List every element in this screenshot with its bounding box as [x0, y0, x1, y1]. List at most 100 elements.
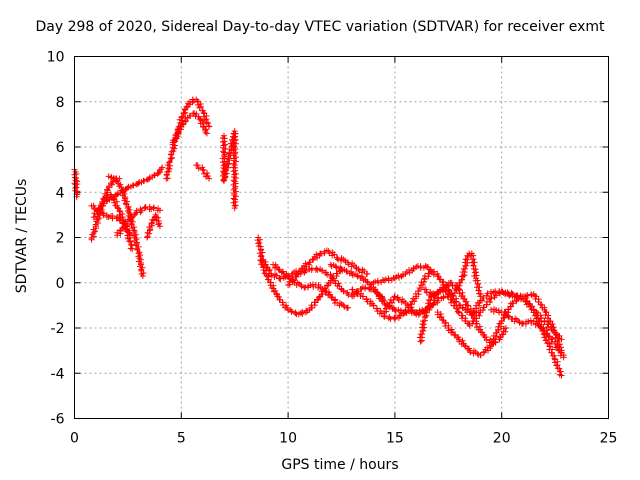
data-point-t8-6-8 [203, 119, 210, 126]
data-point-t14-2-5 [297, 281, 304, 288]
data-point-t23-1-6 [451, 331, 458, 338]
grid-lines [74, 56, 609, 419]
data-point-t24-4-4 [517, 292, 524, 299]
data-point-t17-2-5 [377, 307, 384, 314]
data-point-t21-4-5 [459, 292, 466, 299]
data-point-t17-4-1 [392, 314, 399, 321]
data-point-t23-4-3 [480, 349, 487, 356]
data-point-t11-0-9 [220, 148, 227, 155]
data-point-t21-2-1 [440, 284, 447, 291]
data-point-t19-2-2 [404, 301, 411, 308]
data-point-t20-0-9 [421, 324, 428, 331]
data-point-t16-6-4 [397, 307, 404, 314]
data-point-t21-3-1 [448, 279, 455, 286]
data-point-t17-2-1 [370, 302, 377, 309]
data-point-t18-6-3 [436, 276, 443, 283]
data-point-t18-5-3 [426, 266, 433, 273]
data-point-t17-1-3 [363, 295, 370, 302]
data-point-t24-7-6 [544, 315, 551, 322]
data-point-t12-9-1 [335, 256, 341, 263]
data-point-t8-6-7 [205, 120, 212, 127]
data-point-t21-1-1 [431, 291, 438, 298]
data-point-t4-2-5 [111, 199, 118, 206]
data-point-t23-8-6 [525, 300, 532, 307]
data-point-t14-0-5 [275, 266, 282, 273]
data-point-t23-5-3 [489, 339, 496, 346]
data-point-t18-5-6 [430, 271, 437, 278]
data-point-t15-2-4 [313, 265, 320, 272]
data-point-t25-3-5 [527, 317, 534, 324]
data-point-t23-2-6 [461, 342, 468, 349]
data-point-t20-7-11 [463, 256, 470, 263]
data-point-t22-5-2 [479, 307, 486, 314]
data-point-t18-0-1 [372, 278, 379, 285]
data-point-t20-10-6 [476, 284, 483, 291]
data-point-t23-5-1 [487, 342, 494, 349]
data-point-t8-2-10 [179, 113, 186, 120]
data-point-t23-2-2 [459, 337, 466, 344]
data-point-t8-0-1 [164, 175, 171, 182]
y-tick-label-0: -6 [51, 412, 65, 428]
data-point-t11-0-3 [221, 138, 228, 145]
data-point-t17-6-6 [416, 284, 423, 291]
data-point-t24-6-8 [537, 301, 544, 308]
x-tick-label-4: 20 [493, 431, 511, 447]
data-point-t20-7-5 [460, 265, 467, 272]
y-tick-label-5: 4 [56, 185, 65, 201]
data-point-t16-0-4 [332, 263, 339, 270]
data-point-t10-0-2 [195, 165, 202, 172]
data-point-t3-4-3 [132, 234, 139, 241]
data-point-t21-6-7 [477, 329, 484, 336]
data-point-t23-7-1 [510, 300, 517, 307]
y-tick-label-8: 10 [47, 50, 65, 66]
data-point-t11-2-3 [222, 173, 229, 180]
data-point-t14-2-4 [298, 283, 305, 290]
data-point-t12-5-6 [302, 260, 309, 267]
data-point-t12-0-12 [258, 252, 265, 259]
data-point-t5-2 [124, 184, 131, 191]
data-point-t8-0-10 [166, 158, 173, 165]
data-point-t4-4-12 [128, 241, 135, 248]
data-point-t8-1-3 [168, 151, 175, 158]
data-point-t20-10-8 [475, 287, 482, 294]
data-point-t20-0-11 [420, 321, 427, 328]
data-point-t25-3-3 [525, 318, 532, 325]
data-point-t13-0-3 [258, 261, 265, 268]
data-point-t19-0-9 [390, 296, 397, 303]
data-point-t23-6-3 [500, 315, 507, 322]
data-point-t22-5-4 [480, 304, 487, 311]
data-point-t8-5-6 [198, 103, 205, 110]
data-point-t3-5-3 [136, 255, 143, 262]
data-point-t16-4-4 [373, 289, 380, 296]
data-point-t12-6-3 [309, 257, 316, 264]
data-point-t11-2-4 [221, 171, 228, 178]
data-point-t22-4-4 [469, 318, 476, 325]
data-point-t11-2 [221, 177, 228, 184]
data-point-t23-2-4 [460, 340, 467, 347]
data-point-t17-6-8 [419, 281, 426, 288]
data-point-t4-3-2 [114, 204, 121, 211]
data-point-t5-3-4 [140, 177, 147, 184]
data-point-t5-4-4 [151, 171, 158, 178]
data-point-t23-1-4 [449, 329, 456, 336]
data-point-t16-1-4 [343, 267, 350, 274]
data-point-t10-1-3 [204, 170, 211, 177]
data-point-t12-6-6 [313, 251, 320, 258]
data-point-t21-4-7 [460, 295, 467, 302]
data-point-t18-1-3 [385, 275, 392, 282]
data-point-t9-2-2 [186, 112, 193, 119]
data-point-t11-2-15 [225, 153, 232, 160]
data-point-t25-5-5 [545, 333, 552, 340]
data-point-t19-2-4 [408, 304, 415, 311]
data-point-t22-1-1 [435, 294, 442, 301]
data-point-t25-6-5 [555, 346, 562, 353]
data-point-t23-10-12 [548, 349, 555, 356]
data-point-t23-3-1 [467, 349, 474, 356]
data-point-t9-4-8 [202, 129, 209, 136]
data-point-t22-3-1 [455, 309, 462, 316]
data-point-t19-1-3 [395, 297, 402, 304]
data-point-t20-9-2 [468, 252, 475, 259]
data-point-t10-0-1 [194, 162, 201, 169]
data-point-t18-6-5 [440, 278, 447, 285]
data-point-t21-6-5 [477, 326, 484, 333]
